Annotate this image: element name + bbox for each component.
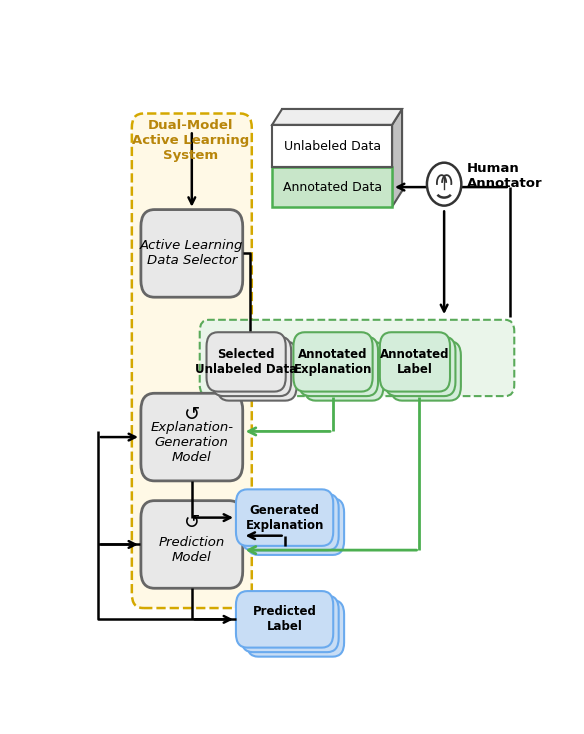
- FancyBboxPatch shape: [217, 341, 297, 401]
- Polygon shape: [282, 109, 402, 191]
- FancyBboxPatch shape: [236, 490, 333, 546]
- FancyBboxPatch shape: [132, 114, 252, 608]
- Text: Generated
Explanation: Generated Explanation: [245, 504, 324, 531]
- Circle shape: [427, 163, 461, 206]
- FancyBboxPatch shape: [141, 210, 243, 297]
- Text: Dual-Model
Active Learning
System: Dual-Model Active Learning System: [132, 119, 249, 162]
- FancyBboxPatch shape: [241, 494, 339, 550]
- FancyBboxPatch shape: [247, 600, 344, 657]
- Text: Annotated
Explanation: Annotated Explanation: [294, 348, 372, 376]
- FancyBboxPatch shape: [391, 341, 461, 401]
- Text: Predicted
Label: Predicted Label: [253, 606, 317, 633]
- Text: Selected
Unlabeled Data: Selected Unlabeled Data: [195, 348, 297, 376]
- FancyBboxPatch shape: [236, 591, 333, 647]
- FancyBboxPatch shape: [299, 337, 378, 396]
- Text: ↺: ↺: [183, 405, 200, 424]
- FancyBboxPatch shape: [293, 333, 373, 391]
- FancyBboxPatch shape: [241, 595, 339, 652]
- FancyBboxPatch shape: [207, 333, 286, 391]
- FancyBboxPatch shape: [212, 337, 291, 396]
- Text: ↺: ↺: [183, 512, 200, 531]
- Polygon shape: [272, 109, 402, 125]
- FancyBboxPatch shape: [385, 337, 456, 396]
- Text: Prediction
Model: Prediction Model: [159, 536, 225, 564]
- Polygon shape: [272, 167, 392, 207]
- Text: Unlabeled Data: Unlabeled Data: [284, 139, 381, 153]
- Text: Active Learning
Data Selector: Active Learning Data Selector: [140, 239, 244, 267]
- Polygon shape: [272, 125, 392, 167]
- Text: Annotated Data: Annotated Data: [283, 181, 382, 194]
- FancyBboxPatch shape: [380, 333, 450, 391]
- FancyBboxPatch shape: [247, 498, 344, 555]
- FancyBboxPatch shape: [141, 501, 243, 588]
- FancyBboxPatch shape: [200, 320, 515, 396]
- Text: Annotated
Label: Annotated Label: [380, 348, 450, 376]
- Text: Human
Annotator: Human Annotator: [467, 161, 543, 189]
- Polygon shape: [392, 109, 402, 207]
- FancyBboxPatch shape: [141, 393, 243, 481]
- Text: Explanation-
Generation
Model: Explanation- Generation Model: [150, 421, 233, 464]
- FancyBboxPatch shape: [304, 341, 384, 401]
